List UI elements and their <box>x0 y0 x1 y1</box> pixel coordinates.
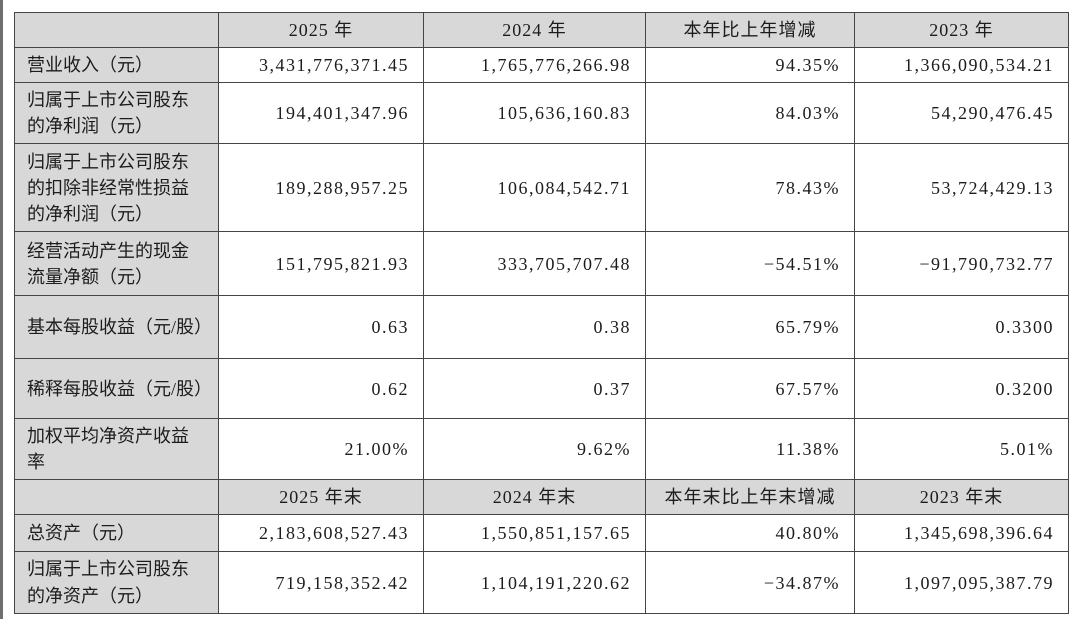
row-label: 营业收入（元） <box>14 46 219 84</box>
table-header-row-period-end: 2025 年末 2024 年末 本年末比上年末增减 2023 年末 <box>14 479 1069 516</box>
value-yoy-change: 94.35% <box>645 46 855 84</box>
value-2023: 1,366,090,534.21 <box>854 46 1069 84</box>
value-2025-end: 719,158,352.42 <box>218 551 424 614</box>
row-label: 总资产（元） <box>14 514 219 553</box>
table-row-net-assets: 归属于上市公司股东的净资产（元） 719,158,352.42 1,104,19… <box>14 551 1069 614</box>
row-label: 稀释每股收益（元/股） <box>14 358 219 420</box>
table-row-net-profit-excl-nonrecurring: 归属于上市公司股东的扣除非经常性损益的净利润（元） 189,288,957.25… <box>14 143 1069 233</box>
row-label: 基本每股收益（元/股） <box>14 295 219 360</box>
value-yoy-change: 78.43% <box>645 143 855 233</box>
value-2024-end: 1,550,851,157.65 <box>423 514 646 553</box>
value-2025: 21.00% <box>218 418 424 481</box>
table-row-weighted-avg-roe: 加权平均净资产收益率 21.00% 9.62% 11.38% 5.01% <box>14 418 1069 481</box>
header-cell-2024-end: 2024 年末 <box>423 479 646 516</box>
header-cell-blank <box>14 479 219 516</box>
header-cell-2023: 2023 年 <box>854 12 1069 48</box>
row-label: 归属于上市公司股东的扣除非经常性损益的净利润（元） <box>14 143 219 233</box>
value-2025: 189,288,957.25 <box>218 143 424 233</box>
row-label: 加权平均净资产收益率 <box>14 418 219 481</box>
header-cell-2024: 2024 年 <box>423 12 646 48</box>
value-2025-end: 2,183,608,527.43 <box>218 514 424 553</box>
value-2024: 333,705,707.48 <box>423 231 646 297</box>
table-row-diluted-eps: 稀释每股收益（元/股） 0.62 0.37 67.57% 0.3200 <box>14 358 1069 420</box>
value-yoy-change: 67.57% <box>645 358 855 420</box>
value-2024: 105,636,160.83 <box>423 82 646 145</box>
value-2023-end: 1,097,095,387.79 <box>854 551 1069 614</box>
table-row-basic-eps: 基本每股收益（元/股） 0.63 0.38 65.79% 0.3300 <box>14 295 1069 360</box>
value-2023: 0.3200 <box>854 358 1069 420</box>
value-yoy-change: 65.79% <box>645 295 855 360</box>
row-label: 归属于上市公司股东的净资产（元） <box>14 551 219 614</box>
value-2023: −91,790,732.77 <box>854 231 1069 297</box>
table-row-net-profit: 归属于上市公司股东的净利润（元） 194,401,347.96 105,636,… <box>14 82 1069 145</box>
table-row-operating-revenue: 营业收入（元） 3,431,776,371.45 1,765,776,266.9… <box>14 46 1069 84</box>
value-2025: 0.63 <box>218 295 424 360</box>
value-2025: 151,795,821.93 <box>218 231 424 297</box>
header-cell-end-yoy-change: 本年末比上年末增减 <box>645 479 855 516</box>
value-2023: 5.01% <box>854 418 1069 481</box>
header-cell-blank <box>14 12 219 48</box>
financial-summary-table: 2025 年 2024 年 本年比上年增减 2023 年 营业收入（元） 3,4… <box>14 12 1069 614</box>
value-yoy-change: −54.51% <box>645 231 855 297</box>
header-cell-2025-end: 2025 年末 <box>218 479 424 516</box>
row-label: 归属于上市公司股东的净利润（元） <box>14 82 219 145</box>
value-end-yoy-change: −34.87% <box>645 551 855 614</box>
page-edge-strip <box>0 0 3 619</box>
header-cell-2025: 2025 年 <box>218 12 424 48</box>
value-yoy-change: 84.03% <box>645 82 855 145</box>
value-2024: 0.37 <box>423 358 646 420</box>
table-row-total-assets: 总资产（元） 2,183,608,527.43 1,550,851,157.65… <box>14 514 1069 553</box>
value-yoy-change: 11.38% <box>645 418 855 481</box>
value-2024: 106,084,542.71 <box>423 143 646 233</box>
header-cell-2023-end: 2023 年末 <box>854 479 1069 516</box>
row-label: 经营活动产生的现金流量净额（元） <box>14 231 219 297</box>
value-2024: 9.62% <box>423 418 646 481</box>
value-2024: 0.38 <box>423 295 646 360</box>
table-row-operating-cash-flow: 经营活动产生的现金流量净额（元） 151,795,821.93 333,705,… <box>14 231 1069 297</box>
value-end-yoy-change: 40.80% <box>645 514 855 553</box>
value-2023: 53,724,429.13 <box>854 143 1069 233</box>
value-2023: 0.3300 <box>854 295 1069 360</box>
value-2025: 3,431,776,371.45 <box>218 46 424 84</box>
header-cell-yoy-change: 本年比上年增减 <box>645 12 855 48</box>
value-2024: 1,765,776,266.98 <box>423 46 646 84</box>
value-2023-end: 1,345,698,396.64 <box>854 514 1069 553</box>
value-2024-end: 1,104,191,220.62 <box>423 551 646 614</box>
value-2025: 0.62 <box>218 358 424 420</box>
value-2023: 54,290,476.45 <box>854 82 1069 145</box>
table-header-row-annual: 2025 年 2024 年 本年比上年增减 2023 年 <box>14 12 1069 48</box>
value-2025: 194,401,347.96 <box>218 82 424 145</box>
